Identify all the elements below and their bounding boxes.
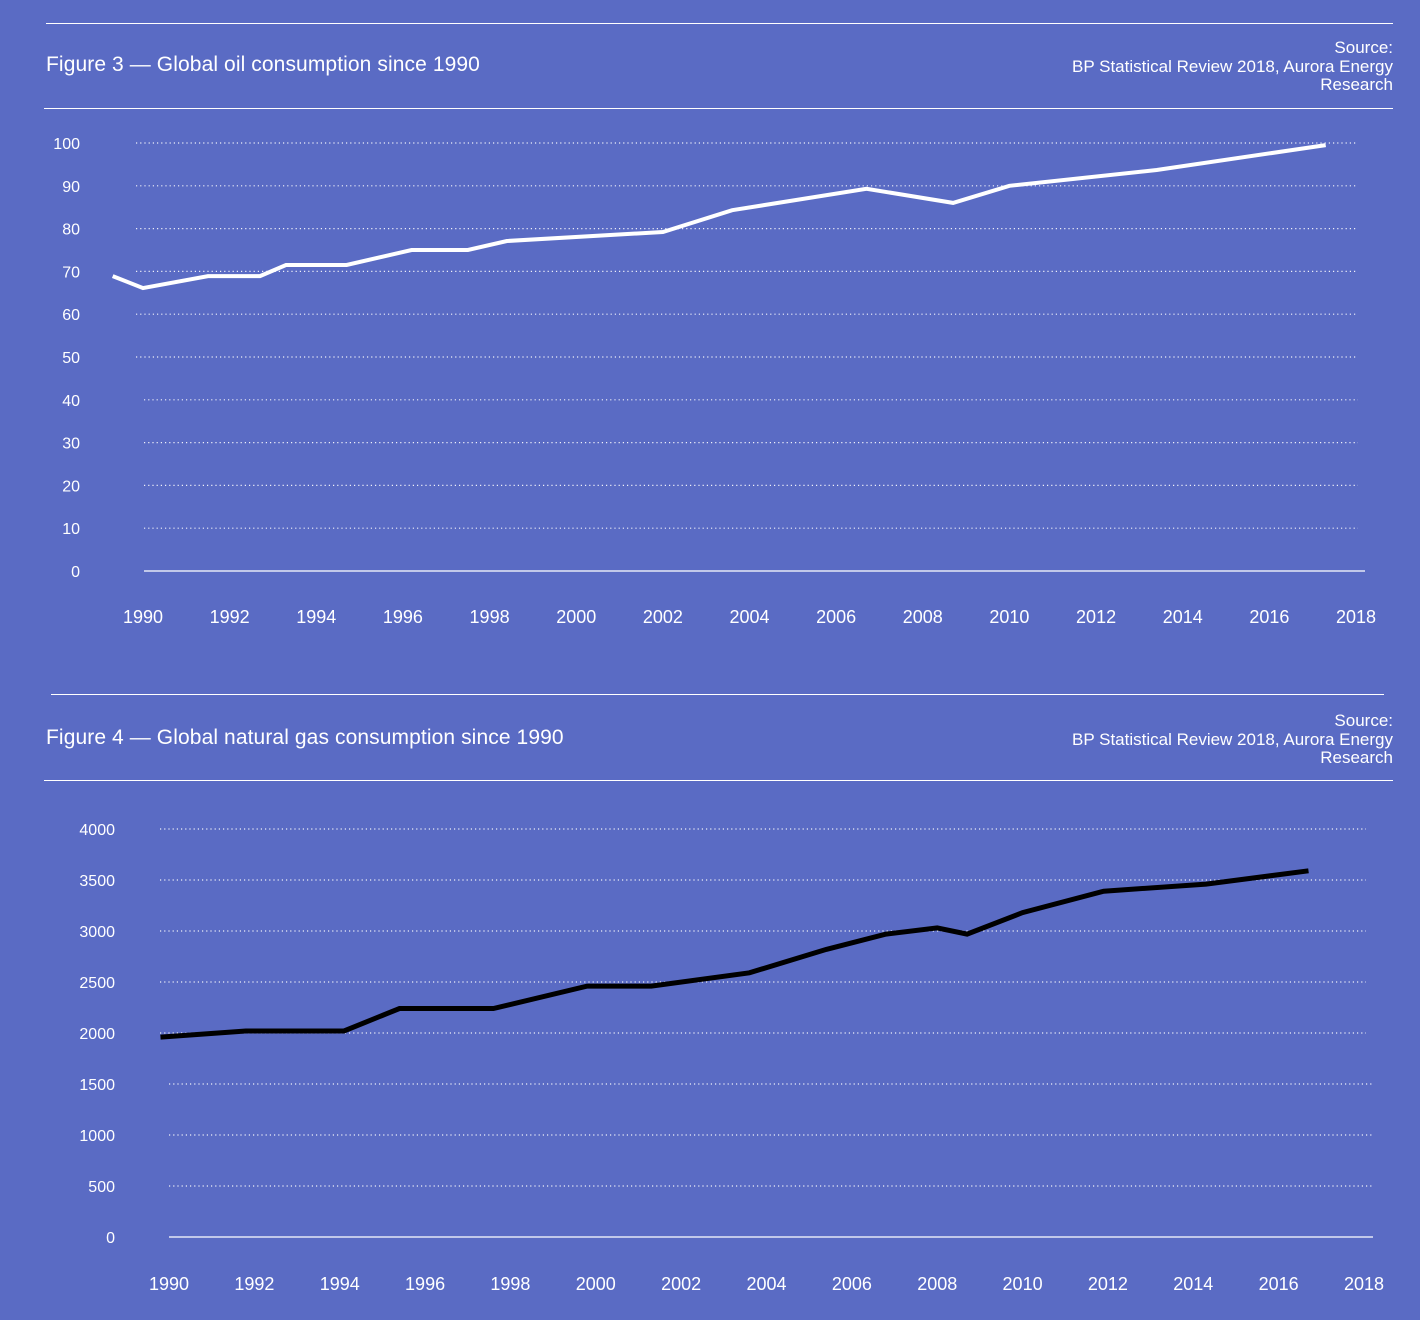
oil-x-tick-label: 2014 <box>1163 607 1203 627</box>
gas-x-tick-label: 1994 <box>320 1274 360 1294</box>
oil-x-tick-label: 2002 <box>643 607 683 627</box>
gas-x-tick-label: 2010 <box>1003 1274 1043 1294</box>
oil-x-tick-label: 2018 <box>1336 607 1376 627</box>
oil-y-tick-label: 100 <box>53 136 80 153</box>
fig4-top-rule <box>51 694 1384 695</box>
oil-x-tick-label: 1990 <box>123 607 163 627</box>
oil-x-tick-label: 1996 <box>383 607 423 627</box>
gas-x-tick-label: 1990 <box>149 1274 189 1294</box>
oil-y-tick-label: 70 <box>62 264 80 281</box>
gas-x-tick-label: 2016 <box>1259 1274 1299 1294</box>
gas-x-tick-label: 2006 <box>832 1274 872 1294</box>
oil-consumption-chart: 0 10 20 30 40 50 60 70 80 90 100 1990 1992 1994 1996 19… <box>53 136 1376 627</box>
gas-consumption-line <box>160 868 1309 1040</box>
gas-y-tick-label: 3500 <box>79 873 115 890</box>
fig3-top-rule <box>46 23 1393 24</box>
gas-y-tick-label: 500 <box>88 1179 115 1196</box>
oil-x-tick-label: 1994 <box>296 607 336 627</box>
fig3-source: Source: BP Statistical Review 2018, Auro… <box>1072 38 1393 95</box>
fig4-title: Figure 4 — Global natural gas consumptio… <box>46 726 564 749</box>
gas-y-tick-label: 2500 <box>79 975 115 992</box>
gas-x-tick-label: 2018 <box>1344 1274 1384 1294</box>
oil-x-tick-label: 2000 <box>556 607 596 627</box>
oil-y-tick-label: 80 <box>62 222 80 239</box>
gas-y-tick-label: 4000 <box>79 822 115 839</box>
oil-y-tick-label: 0 <box>71 564 80 581</box>
gas-y-tick-label: 1000 <box>79 1128 115 1145</box>
fig3-source-line2: Research <box>1320 75 1393 94</box>
fig4-source-label: Source: <box>1334 711 1393 730</box>
gas-y-tick-label: 2000 <box>79 1026 115 1043</box>
fig4-bottom-rule <box>44 780 1393 781</box>
gas-y-tick-label: 1500 <box>79 1077 115 1094</box>
fig3-title: Figure 3 — Global oil consumption since … <box>46 53 480 76</box>
oil-y-tick-label: 50 <box>62 350 80 367</box>
oil-x-tick-label: 1998 <box>470 607 510 627</box>
oil-y-tick-label: 30 <box>62 436 80 453</box>
fig3-source-line1: BP Statistical Review 2018, Aurora Energ… <box>1072 56 1393 76</box>
oil-y-tick-label: 60 <box>62 307 80 324</box>
gas-x-tick-label: 2008 <box>917 1274 957 1294</box>
oil-y-tick-label: 40 <box>62 393 80 410</box>
gas-x-tick-label: 2002 <box>661 1274 701 1294</box>
gas-y-tick-label: 0 <box>106 1230 115 1247</box>
oil-y-tick-label: 90 <box>62 179 80 196</box>
fig3-bottom-rule <box>44 108 1393 109</box>
oil-x-tick-label: 1992 <box>210 607 250 627</box>
oil-x-tick-label: 2010 <box>989 607 1029 627</box>
oil-x-tick-label: 2006 <box>816 607 856 627</box>
oil-x-tick-label: 2012 <box>1076 607 1116 627</box>
oil-consumption-line <box>111 143 1326 291</box>
gas-x-tick-label: 2004 <box>746 1274 786 1294</box>
fig4-source-line2: Research <box>1320 748 1393 767</box>
oil-y-tick-label: 10 <box>62 521 80 538</box>
gas-y-tick-label: 3000 <box>79 924 115 941</box>
fig4-source-line1: BP Statistical Review 2018, Aurora Energ… <box>1072 729 1393 749</box>
gas-x-tick-label: 2012 <box>1088 1274 1128 1294</box>
gas-x-tick-label: 1992 <box>234 1274 274 1294</box>
gas-x-tick-label: 2014 <box>1173 1274 1213 1294</box>
oil-x-tick-label: 2004 <box>729 607 769 627</box>
oil-x-tick-label: 2016 <box>1249 607 1289 627</box>
oil-y-tick-label: 20 <box>62 478 80 495</box>
fig4-source: Source: BP Statistical Review 2018, Auro… <box>1072 711 1393 768</box>
fig3-source-label: Source: <box>1334 38 1393 57</box>
gas-x-tick-label: 1998 <box>490 1274 530 1294</box>
oil-x-tick-label: 2008 <box>903 607 943 627</box>
gas-x-tick-label: 2000 <box>576 1274 616 1294</box>
gas-x-tick-label: 1996 <box>405 1274 445 1294</box>
